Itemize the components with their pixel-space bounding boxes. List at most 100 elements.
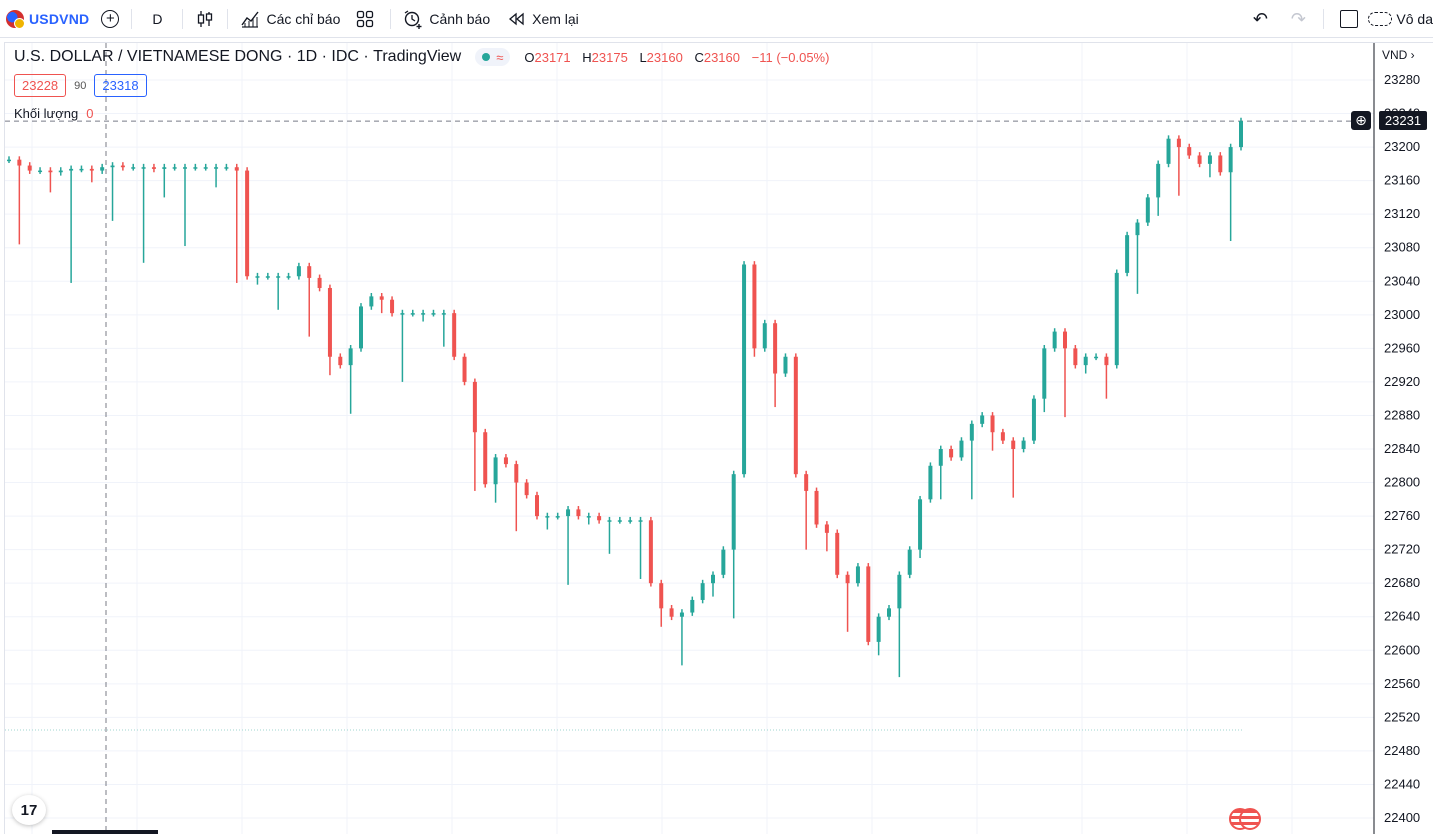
market-status-pill[interactable]: ≈ (475, 48, 511, 66)
price-tick-label: 23200 (1384, 139, 1420, 154)
candle-body (462, 356, 467, 382)
price-tick-label: 22920 (1384, 374, 1420, 389)
currency-selector[interactable]: VND › (1382, 48, 1415, 62)
candle-body (286, 276, 291, 278)
replay-label: Xem lại (532, 10, 579, 27)
candle-body (390, 299, 395, 314)
candle-body (659, 583, 664, 609)
legend-source: TradingView (373, 48, 462, 65)
candle-body (1207, 155, 1212, 164)
price-chart[interactable]: 2328023240232002316023120230802304023000… (5, 43, 1433, 834)
chart-type-button[interactable] (189, 0, 221, 38)
price-tick-label: 23000 (1384, 307, 1420, 322)
candle-body (638, 520, 643, 522)
ask-button[interactable]: 23318 (94, 74, 147, 97)
undo-icon[interactable]: ↶ (1252, 8, 1268, 29)
layouts-button[interactable] (346, 0, 384, 38)
indicators-icon (241, 11, 260, 28)
candle-body (700, 583, 705, 600)
candle-body (7, 159, 11, 162)
add-alert-plus-icon[interactable]: ⊕ (1351, 111, 1371, 130)
price-tick-label: 22520 (1384, 709, 1420, 724)
candle-body (1125, 235, 1130, 273)
candle-body (307, 266, 312, 278)
candle-body (348, 348, 353, 366)
grid-layout-icon (357, 10, 374, 27)
candle-body (555, 516, 560, 518)
candle-body (1187, 147, 1192, 156)
candle-body (69, 168, 74, 171)
candle-body (628, 520, 633, 522)
indicators-button[interactable]: Các chỉ báo (234, 0, 346, 38)
candle-body (607, 520, 612, 522)
candle-body (441, 313, 446, 315)
legend-exchange: IDC (331, 48, 359, 65)
candle-body (855, 566, 860, 584)
current-price-label: 23231 (1379, 111, 1427, 130)
alert-button[interactable]: Cảnh báo (397, 0, 496, 38)
candle-body (172, 167, 177, 169)
candle-body (845, 574, 850, 584)
candle-body (48, 170, 53, 173)
candle-body (887, 608, 891, 617)
redo-icon[interactable]: ↷ (1290, 8, 1306, 29)
price-tick-label: 22480 (1384, 743, 1420, 758)
price-tick-label: 22560 (1384, 676, 1420, 691)
candle-body (183, 167, 187, 169)
symbol-search-button[interactable]: USDVND (0, 0, 95, 38)
bid-button[interactable]: 23228 (14, 74, 67, 97)
candle-body (452, 313, 457, 357)
compare-symbol-button[interactable]: + (95, 0, 125, 38)
legend-timeframe: 1D (296, 48, 318, 65)
interval-button[interactable]: D (138, 0, 176, 38)
chart-pane[interactable]: 2328023240232002316023120230802304023000… (4, 42, 1433, 834)
candle-body (1073, 348, 1078, 366)
candle-body (379, 296, 384, 300)
candle-body (1031, 398, 1036, 441)
tradingview-logo-icon[interactable]: 17 (12, 795, 46, 825)
candle-body (1042, 348, 1047, 399)
candle-body (421, 313, 426, 315)
chart-legend: U.S. DOLLAR / VIETNAMESE DONG · 1D · IDC… (14, 48, 837, 66)
candle-body (586, 516, 591, 518)
candle-body (1021, 440, 1026, 449)
candle-body (897, 574, 902, 609)
indicators-label: Các chỉ báo (266, 10, 341, 27)
candle-body (938, 449, 943, 466)
cloud-save-icon[interactable] (1368, 12, 1393, 26)
candle-body (17, 159, 22, 166)
interval-label: D (152, 10, 163, 27)
fullscreen-icon[interactable] (1340, 10, 1359, 28)
spread-value: 90 (74, 79, 87, 92)
candle-body (265, 276, 270, 278)
candle-body (89, 168, 94, 171)
price-tick-label: 22640 (1384, 609, 1420, 624)
candle-body (617, 520, 622, 522)
bid-ask-row: 23228 90 23318 (14, 74, 147, 97)
replay-button[interactable]: Xem lại (502, 0, 585, 38)
candle-body (804, 474, 809, 491)
plus-circle-icon: + (101, 9, 120, 28)
candle-body (1104, 356, 1109, 366)
open-value: 23171 (534, 49, 571, 65)
market-open-dot-icon (482, 53, 491, 61)
candle-body (483, 432, 488, 485)
price-tick-label: 22760 (1384, 508, 1420, 523)
ohlc-values: O23171 H23175 L23160 C23160 −11 (−0.05%) (524, 50, 837, 65)
price-tick-label: 23120 (1384, 206, 1420, 221)
candle-body (1197, 155, 1202, 164)
rewind-icon (509, 12, 524, 25)
save-label[interactable]: Vô da (1396, 11, 1433, 27)
price-tick-label: 23160 (1384, 173, 1420, 188)
candle-body (1156, 163, 1161, 198)
candle-body (918, 499, 923, 550)
candle-body (400, 313, 405, 315)
candle-body (721, 549, 726, 575)
candle-body (276, 276, 281, 278)
candle-body (1063, 331, 1067, 349)
candle-body (1239, 121, 1243, 148)
scroll-indicator (52, 830, 158, 834)
candle-body (1011, 440, 1016, 449)
volume-legend[interactable]: Khối lượng 0 (14, 106, 93, 121)
close-value: 23160 (703, 49, 740, 65)
